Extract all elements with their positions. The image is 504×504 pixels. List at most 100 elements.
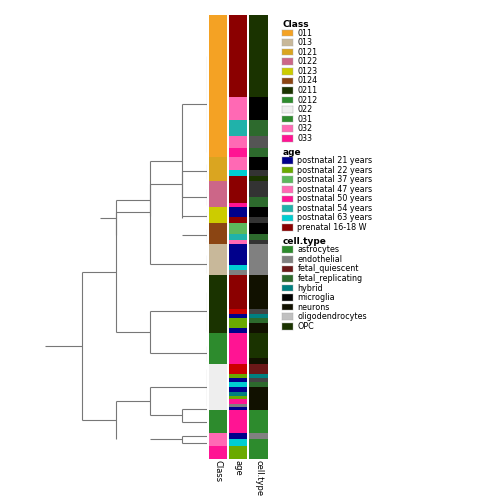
Text: 031: 031 — [297, 115, 312, 123]
Bar — [209, 203, 227, 208]
Bar — [249, 148, 268, 157]
Bar — [249, 217, 268, 223]
Bar — [249, 407, 268, 410]
Bar — [229, 388, 247, 392]
Bar — [249, 333, 268, 358]
Bar — [209, 136, 227, 148]
Bar — [249, 323, 268, 329]
Bar — [209, 198, 227, 203]
Bar — [229, 329, 247, 333]
Bar — [249, 358, 268, 363]
Bar — [249, 382, 268, 388]
Bar — [229, 271, 247, 275]
Bar — [229, 217, 247, 223]
Bar — [229, 208, 247, 217]
Bar — [229, 410, 247, 433]
Bar — [249, 275, 268, 309]
Bar — [249, 170, 268, 176]
Bar — [249, 439, 268, 446]
Bar — [229, 275, 247, 309]
Text: postnatal 50 years: postnatal 50 years — [297, 195, 372, 203]
Text: postnatal 37 years: postnatal 37 years — [297, 175, 372, 184]
Bar — [229, 382, 247, 388]
Bar — [209, 323, 227, 329]
Bar — [249, 433, 268, 439]
Text: fetal_quiescent: fetal_quiescent — [297, 265, 359, 273]
Bar — [229, 319, 247, 323]
Bar — [229, 265, 247, 271]
Bar — [229, 198, 247, 203]
Bar — [209, 309, 227, 314]
Bar — [229, 433, 247, 439]
Bar — [209, 148, 227, 157]
Bar — [209, 373, 227, 378]
Text: 032: 032 — [297, 124, 312, 133]
Bar — [229, 333, 247, 358]
Bar — [249, 120, 268, 136]
Bar — [229, 378, 247, 382]
Bar — [209, 240, 227, 244]
Bar — [229, 15, 247, 97]
Bar — [209, 181, 227, 198]
Bar — [209, 157, 227, 170]
Text: astrocytes: astrocytes — [297, 245, 339, 254]
Bar — [209, 120, 227, 136]
Bar — [249, 373, 268, 378]
Bar — [209, 382, 227, 388]
Bar — [229, 240, 247, 244]
Bar — [229, 392, 247, 396]
Bar — [249, 157, 268, 170]
Bar — [229, 223, 247, 234]
Bar — [229, 446, 247, 459]
Bar — [229, 234, 247, 240]
Bar — [209, 392, 227, 396]
Bar — [249, 363, 268, 373]
Text: postnatal 63 years: postnatal 63 years — [297, 214, 372, 222]
Text: OPC: OPC — [297, 322, 314, 331]
Text: Class: Class — [282, 20, 309, 29]
Text: 0212: 0212 — [297, 96, 318, 104]
Text: fetal_replicating: fetal_replicating — [297, 274, 362, 283]
Bar — [229, 396, 247, 399]
Text: 011: 011 — [297, 29, 312, 37]
Bar — [209, 319, 227, 323]
Bar — [209, 439, 227, 446]
Bar — [209, 407, 227, 410]
Bar — [249, 181, 268, 198]
Text: oligodendrocytes: oligodendrocytes — [297, 312, 367, 321]
Bar — [249, 378, 268, 382]
Bar — [209, 388, 227, 392]
Bar — [209, 329, 227, 333]
Bar — [229, 97, 247, 120]
Bar — [249, 388, 268, 392]
Text: prenatal 16-18 W: prenatal 16-18 W — [297, 223, 367, 232]
Bar — [209, 217, 227, 223]
Bar — [229, 358, 247, 363]
Text: 0211: 0211 — [297, 86, 318, 95]
Bar — [209, 208, 227, 217]
Bar — [209, 410, 227, 433]
Text: postnatal 21 years: postnatal 21 years — [297, 156, 372, 165]
Bar — [229, 203, 247, 208]
Bar — [229, 309, 247, 314]
Bar — [249, 265, 268, 271]
Bar — [249, 399, 268, 404]
Text: endothelial: endothelial — [297, 255, 342, 264]
Bar — [209, 275, 227, 309]
Bar — [229, 399, 247, 404]
Bar — [249, 244, 268, 265]
Bar — [249, 234, 268, 240]
Bar — [229, 170, 247, 176]
Bar — [229, 148, 247, 157]
Bar — [249, 203, 268, 208]
Text: cell.type: cell.type — [254, 460, 263, 496]
Text: 0123: 0123 — [297, 67, 318, 76]
Bar — [249, 446, 268, 459]
Text: age: age — [282, 148, 301, 157]
Bar — [229, 439, 247, 446]
Bar — [249, 208, 268, 217]
Bar — [249, 176, 268, 181]
Bar — [209, 404, 227, 407]
Text: microglia: microglia — [297, 293, 335, 302]
Bar — [229, 157, 247, 170]
